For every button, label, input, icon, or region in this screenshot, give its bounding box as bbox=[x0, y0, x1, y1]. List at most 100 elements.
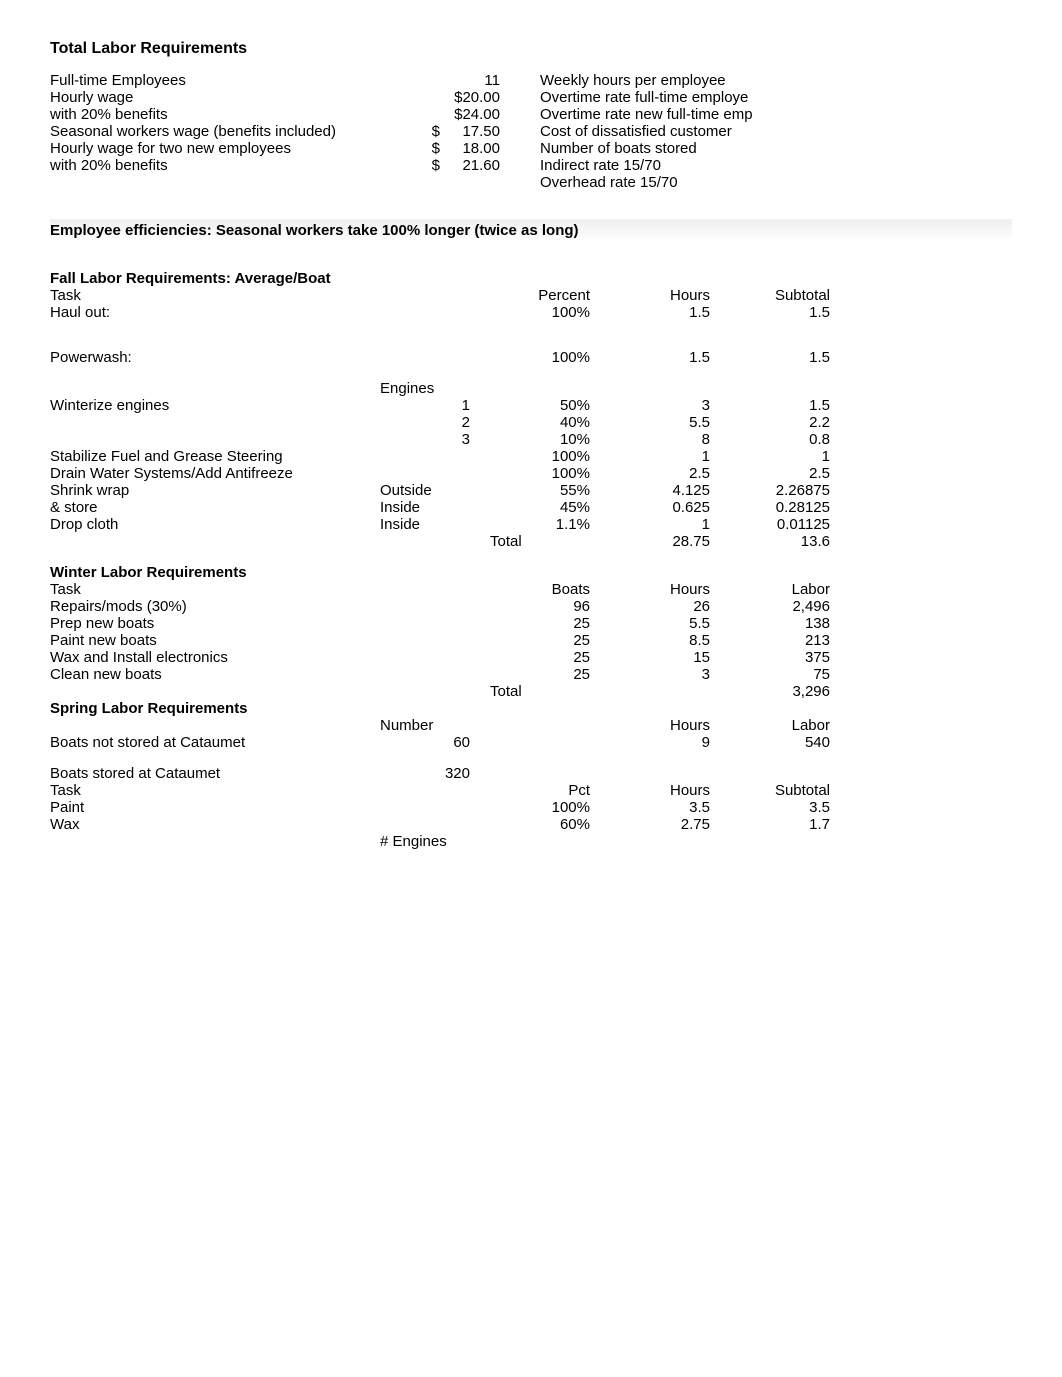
hours: 1.5 bbox=[610, 349, 730, 366]
task-label: Repairs/mods (30%) bbox=[50, 598, 380, 615]
hours: 9 bbox=[610, 734, 730, 751]
table-row: Stabilize Fuel and Grease Steering 100% … bbox=[50, 448, 1012, 465]
location: Outside bbox=[380, 482, 490, 499]
boats: 96 bbox=[490, 598, 610, 615]
percent: 100% bbox=[490, 448, 610, 465]
labor: 213 bbox=[730, 632, 830, 649]
hours: 3.5 bbox=[610, 799, 730, 816]
top-row: Seasonal workers wage (benefits included… bbox=[50, 123, 1012, 140]
subtotal: 0.01125 bbox=[730, 516, 830, 533]
top-row: Full-time Employees 11 Weekly hours per … bbox=[50, 72, 1012, 89]
engine-count: 2 bbox=[380, 414, 490, 431]
label bbox=[50, 174, 380, 191]
engines-label: Engines bbox=[380, 380, 490, 397]
table-row-total: Total 3,296 bbox=[50, 683, 1012, 700]
header-labor: Labor bbox=[730, 581, 830, 598]
table-row: Paint new boats 25 8.5 213 bbox=[50, 632, 1012, 649]
percent: 10% bbox=[490, 431, 610, 448]
winter-header: Task Boats Hours Labor bbox=[50, 581, 1012, 598]
right-label: Overhead rate 15/70 bbox=[540, 174, 940, 191]
subtotal: 2.5 bbox=[730, 465, 830, 482]
table-row: Shrink wrap Outside 55% 4.125 2.26875 bbox=[50, 482, 1012, 499]
table-row: Winterize engines 1 50% 3 1.5 bbox=[50, 397, 1012, 414]
header-task: Task bbox=[50, 581, 380, 598]
percent: 55% bbox=[490, 482, 610, 499]
table-row: Wax and Install electronics 25 15 375 bbox=[50, 649, 1012, 666]
hours: 4.125 bbox=[610, 482, 730, 499]
percent: 100% bbox=[490, 349, 610, 366]
header-labor: Labor bbox=[730, 717, 830, 734]
hours: 0.625 bbox=[610, 499, 730, 516]
value: $20.00 bbox=[380, 89, 540, 106]
label: Hourly wage for two new employees bbox=[50, 140, 380, 157]
subtotal: 1.5 bbox=[730, 304, 830, 321]
subtotal: 1.5 bbox=[730, 349, 830, 366]
percent: 100% bbox=[490, 465, 610, 482]
efficiency-note: Employee efficiencies: Seasonal workers … bbox=[50, 219, 1012, 242]
task-label: Paint bbox=[50, 799, 380, 816]
value bbox=[380, 174, 540, 191]
hours: 8 bbox=[610, 431, 730, 448]
labor: 375 bbox=[730, 649, 830, 666]
header-hours: Hours bbox=[610, 717, 730, 734]
task-label: Winterize engines bbox=[50, 397, 380, 414]
header-subtotal: Subtotal bbox=[730, 287, 830, 304]
header-hours: Hours bbox=[610, 581, 730, 598]
hours: 3 bbox=[610, 666, 730, 683]
hours: 2.75 bbox=[610, 816, 730, 833]
label: Full-time Employees bbox=[50, 72, 380, 89]
spring-header-2: Task Pct Hours Subtotal bbox=[50, 782, 1012, 799]
hours: 26 bbox=[610, 598, 730, 615]
header-task: Task bbox=[50, 287, 380, 304]
table-row: Powerwash: 100% 1.5 1.5 bbox=[50, 349, 1012, 366]
hours: 8.5 bbox=[610, 632, 730, 649]
boats: 25 bbox=[490, 649, 610, 666]
header-percent: Percent bbox=[490, 287, 610, 304]
label: with 20% benefits bbox=[50, 106, 380, 123]
number: 60 bbox=[380, 734, 490, 751]
hours: 5.5 bbox=[610, 615, 730, 632]
subtotal: 1 bbox=[730, 448, 830, 465]
boats: 25 bbox=[490, 666, 610, 683]
number: 320 bbox=[380, 765, 490, 782]
subtotal: 1.5 bbox=[730, 397, 830, 414]
right-label: Number of boats stored bbox=[540, 140, 940, 157]
table-row: # Engines bbox=[50, 833, 1012, 850]
label: with 20% benefits bbox=[50, 157, 380, 174]
task-label: Drain Water Systems/Add Antifreeze bbox=[50, 465, 380, 482]
header-subtotal: Subtotal bbox=[730, 782, 830, 799]
header-hours: Hours bbox=[610, 782, 730, 799]
right-label: Cost of dissatisfied customer bbox=[540, 123, 940, 140]
top-row: with 20% benefits $21.60 Indirect rate 1… bbox=[50, 157, 1012, 174]
top-row: with 20% benefits $24.00 Overtime rate n… bbox=[50, 106, 1012, 123]
subtotal: 3.5 bbox=[730, 799, 830, 816]
table-row: 2 40% 5.5 2.2 bbox=[50, 414, 1012, 431]
subtotal: 0.8 bbox=[730, 431, 830, 448]
table-row: Drain Water Systems/Add Antifreeze 100% … bbox=[50, 465, 1012, 482]
value: $17.50 bbox=[380, 123, 540, 140]
value: $24.00 bbox=[380, 106, 540, 123]
value: 11 bbox=[380, 72, 540, 89]
top-section: Full-time Employees 11 Weekly hours per … bbox=[50, 72, 1012, 191]
table-row: Paint 100% 3.5 3.5 bbox=[50, 799, 1012, 816]
labor-total: 3,296 bbox=[730, 683, 830, 700]
percent: 50% bbox=[490, 397, 610, 414]
header-blank bbox=[380, 287, 490, 304]
task-label: Clean new boats bbox=[50, 666, 380, 683]
header-task: Task bbox=[50, 782, 380, 799]
percent: 40% bbox=[490, 414, 610, 431]
subtotal: 2.26875 bbox=[730, 482, 830, 499]
task-label: Powerwash: bbox=[50, 349, 380, 366]
table-row: Clean new boats 25 3 75 bbox=[50, 666, 1012, 683]
task-label: Prep new boats bbox=[50, 615, 380, 632]
header-boats: Boats bbox=[490, 581, 610, 598]
labor: 138 bbox=[730, 615, 830, 632]
header-pct: Pct bbox=[490, 782, 610, 799]
table-row: Wax 60% 2.75 1.7 bbox=[50, 816, 1012, 833]
right-label: Overtime rate new full-time emp bbox=[540, 106, 940, 123]
engine-count: 1 bbox=[380, 397, 490, 414]
table-row: Prep new boats 25 5.5 138 bbox=[50, 615, 1012, 632]
boats: 25 bbox=[490, 615, 610, 632]
engines-footer: # Engines bbox=[380, 833, 490, 850]
subtotal: 2.2 bbox=[730, 414, 830, 431]
